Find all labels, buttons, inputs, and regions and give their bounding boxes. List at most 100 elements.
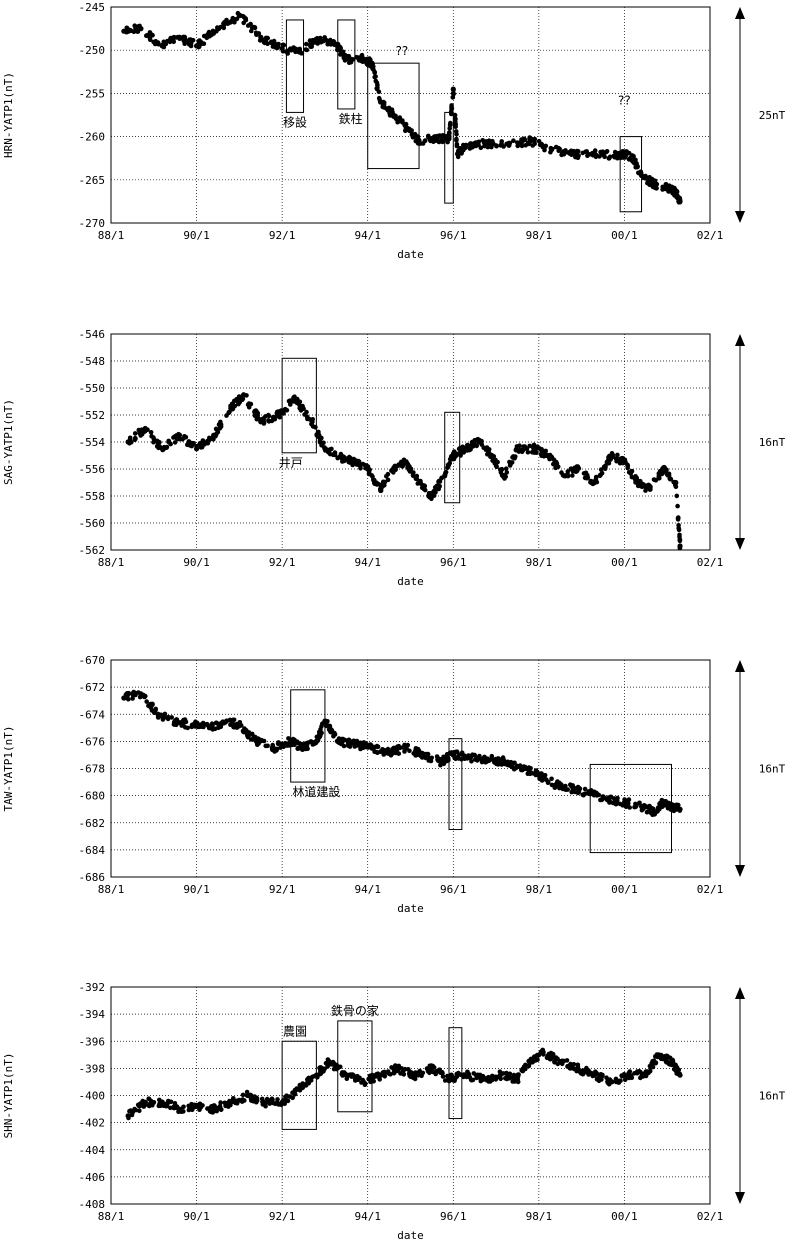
data-point	[392, 463, 398, 469]
data-point	[332, 731, 337, 736]
data-point	[613, 801, 619, 807]
data-point	[295, 396, 300, 402]
data-point	[673, 481, 679, 486]
data-point	[631, 157, 637, 163]
data-point	[631, 154, 636, 159]
data-point	[652, 178, 658, 184]
data-point	[340, 49, 346, 55]
y-tick-label: -686	[79, 871, 106, 884]
x-tick-label: 90/1	[183, 883, 210, 896]
data-point	[494, 758, 499, 763]
data-point	[385, 471, 391, 477]
annotation-box	[448, 1027, 463, 1120]
data-point	[305, 416, 310, 422]
data-point	[297, 1088, 303, 1093]
data-point	[491, 454, 497, 459]
series-points	[125, 392, 683, 551]
data-point	[232, 1098, 237, 1103]
data-point	[172, 1101, 178, 1106]
data-point	[489, 757, 495, 762]
data-point	[649, 1060, 654, 1066]
data-point	[615, 795, 620, 801]
data-point	[634, 476, 639, 481]
data-point	[189, 443, 194, 449]
data-point	[336, 43, 342, 49]
data-point	[253, 1099, 259, 1105]
data-point	[329, 446, 334, 452]
data-point	[615, 452, 620, 458]
data-point	[437, 1067, 443, 1073]
data-point	[179, 723, 184, 728]
data-point	[347, 57, 353, 62]
data-point	[302, 412, 307, 417]
data-point	[617, 153, 622, 158]
data-point	[372, 74, 378, 80]
data-point	[381, 750, 386, 755]
x-tick-label: 00/1	[611, 556, 638, 569]
data-point	[254, 409, 259, 414]
data-point	[177, 36, 182, 41]
data-point	[635, 163, 640, 169]
data-point	[470, 145, 475, 150]
y-axis-label: SHN-YATP1(nT)	[2, 1052, 15, 1138]
data-point	[374, 1072, 379, 1077]
data-point	[188, 37, 193, 42]
data-point	[465, 1069, 470, 1075]
data-point	[570, 473, 575, 478]
y-tick-label: -676	[79, 735, 106, 748]
data-point	[161, 444, 167, 450]
data-point	[629, 468, 635, 474]
panel-2: -546 -548 -550 -552 -554 -556 -558 -560 -56288/1…	[2, 328, 786, 588]
data-point	[523, 766, 528, 771]
data-point	[511, 454, 516, 459]
data-point	[263, 743, 269, 749]
data-point	[426, 133, 431, 139]
data-point	[413, 753, 418, 758]
data-point	[549, 146, 555, 152]
series-points	[121, 10, 683, 205]
x-axis-label: date	[397, 575, 424, 588]
data-point	[507, 1071, 513, 1077]
data-point	[469, 759, 474, 764]
data-point	[400, 464, 405, 469]
data-point	[552, 1060, 557, 1065]
data-point	[485, 144, 491, 150]
annotation-text: 移設	[283, 114, 307, 129]
data-point	[571, 1062, 577, 1067]
data-point	[217, 426, 223, 431]
data-point	[484, 445, 490, 450]
data-point	[310, 37, 316, 43]
data-point	[643, 173, 648, 179]
data-point	[354, 1075, 359, 1081]
data-point	[529, 138, 534, 143]
data-point	[332, 450, 338, 455]
data-point	[598, 467, 604, 472]
scale-label: 16nT	[759, 1090, 786, 1103]
x-tick-label: 92/1	[269, 229, 296, 242]
data-point	[304, 41, 309, 47]
data-point	[417, 478, 423, 484]
annotation-text: 農園	[283, 1024, 307, 1038]
data-point	[593, 154, 599, 160]
data-point	[132, 1106, 137, 1112]
data-point	[633, 803, 639, 809]
data-point	[182, 435, 187, 440]
data-point	[298, 1083, 304, 1088]
data-point	[593, 474, 599, 480]
data-point	[639, 807, 645, 813]
data-point	[133, 436, 138, 441]
data-point	[138, 26, 144, 32]
data-point	[446, 136, 452, 142]
data-point	[507, 459, 512, 465]
data-point	[602, 154, 607, 160]
y-tick-label: -402	[79, 1117, 106, 1130]
data-point	[669, 184, 675, 190]
y-axis-label: SAG-YATP1(nT)	[2, 399, 15, 485]
data-point	[237, 720, 243, 725]
data-point	[601, 464, 607, 470]
data-point	[550, 1054, 556, 1060]
x-tick-label: 00/1	[611, 883, 638, 896]
data-point	[237, 400, 242, 405]
data-point	[627, 805, 632, 810]
y-tick-label: -400	[79, 1090, 106, 1103]
